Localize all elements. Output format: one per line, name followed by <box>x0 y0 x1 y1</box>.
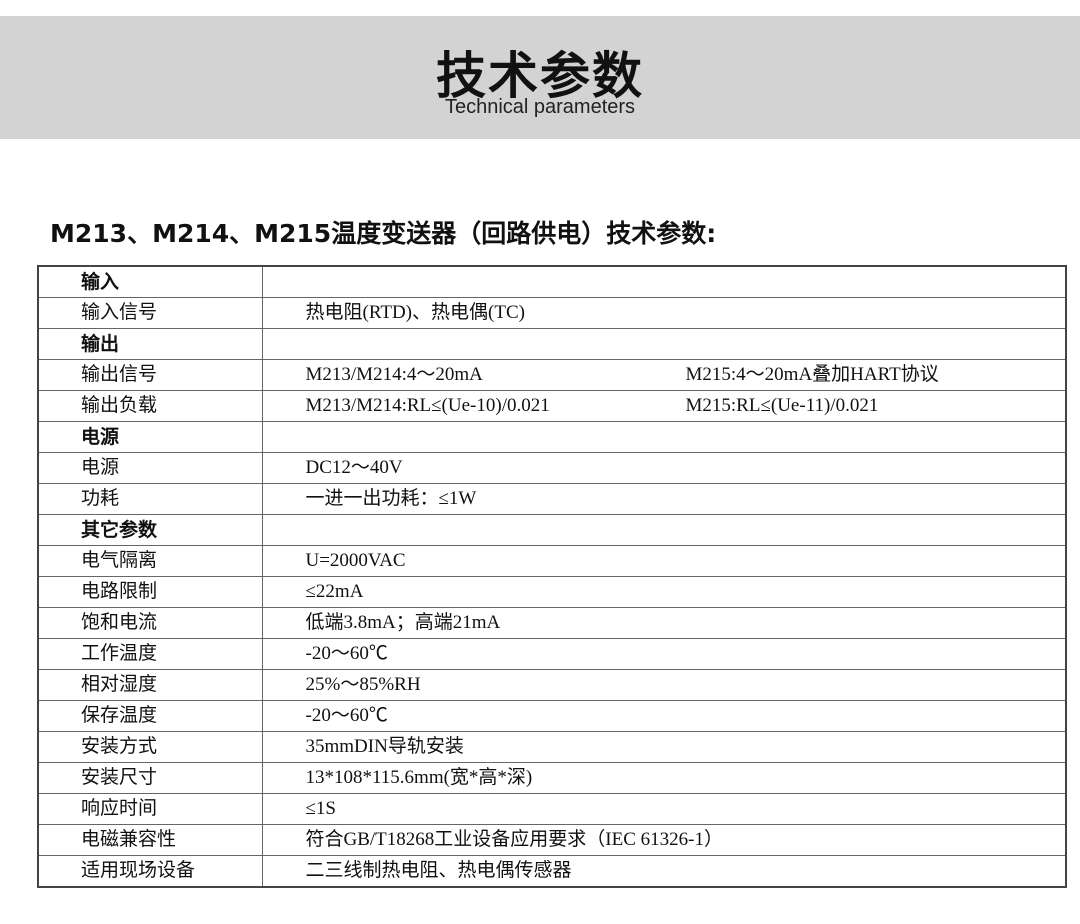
section-row: 输出 <box>37 328 1067 360</box>
param-value: ≤22mA <box>261 576 1067 608</box>
param-name: 输出负载 <box>37 390 263 422</box>
table-row: 电路限制 ≤22mA <box>37 576 1067 608</box>
param-value: U=2000VAC <box>261 545 1067 577</box>
param-name: 输出 <box>37 328 263 360</box>
param-name: 电路限制 <box>37 576 263 608</box>
value-text: DC12～40V <box>305 457 403 478</box>
value-text: U=2000VAC <box>305 550 406 571</box>
table-row: 响应时间 ≤1S <box>37 793 1067 825</box>
value-text: 25%～85%RH <box>305 674 421 695</box>
table-row: 电气隔离 U=2000VAC <box>37 545 1067 577</box>
param-name: 饱和电流 <box>37 607 263 639</box>
param-value: 35mmDIN导轨安装 <box>261 731 1067 763</box>
value-text: M213/M214:4～20mA <box>305 364 483 385</box>
value-text-secondary: M215:RL≤(Ue-11)/0.021 <box>685 395 879 416</box>
table-row: 电源 DC12～40V <box>37 452 1067 484</box>
table-row: 安装尺寸 13*108*115.6mm(宽*高*深) <box>37 762 1067 794</box>
table-row: 保存温度 -20～60℃ <box>37 700 1067 732</box>
param-value: -20～60℃ <box>261 700 1067 732</box>
param-name: 输出信号 <box>37 359 263 391</box>
value-pair: M213/M214:RL≤(Ue-10)/0.021 M215:RL≤(Ue-11… <box>306 391 1066 421</box>
param-name: 输入 <box>37 265 263 298</box>
value-text: 符合GB/T18268工业设备应用要求（IEC 61326-1） <box>305 829 723 850</box>
param-value: ≤1S <box>261 793 1067 825</box>
param-value: 13*108*115.6mm(宽*高*深) <box>261 762 1067 794</box>
value-text: 二三线制热电阻、热电偶传感器 <box>305 860 572 881</box>
table-row: 输出信号 M213/M214:4～20mA M215:4～20mA叠加HART协议 <box>37 359 1067 391</box>
table-row: 安装方式 35mmDIN导轨安装 <box>37 731 1067 763</box>
table-row: 工作温度 -20～60℃ <box>37 638 1067 670</box>
value-text-secondary: M215:4～20mA叠加HART协议 <box>685 364 939 385</box>
section-row: 其它参数 <box>37 514 1067 546</box>
value-text: M213/M214:RL≤(Ue-10)/0.021 <box>305 395 550 416</box>
value-text: 低端3.8mA；高端21mA <box>305 612 501 633</box>
param-value <box>261 328 1067 360</box>
param-name: 电源 <box>37 421 263 453</box>
title-banner: 技术参数 Technical parameters <box>0 16 1080 139</box>
param-name: 电源 <box>37 452 263 484</box>
section-row: 电源 <box>37 421 1067 453</box>
section-heading: M213、M214、M215温度变送器（回路供电）技术参数: <box>50 219 717 248</box>
param-value <box>261 421 1067 453</box>
value-text: ≤22mA <box>305 581 364 602</box>
param-value: 二三线制热电阻、热电偶传感器 <box>261 855 1067 888</box>
value-text: 热电阻(RTD)、热电偶(TC) <box>305 302 525 323</box>
param-name: 保存温度 <box>37 700 263 732</box>
param-name: 相对湿度 <box>37 669 263 701</box>
table-row: 输入信号 热电阻(RTD)、热电偶(TC) <box>37 297 1067 329</box>
param-value: -20～60℃ <box>261 638 1067 670</box>
param-value: 25%～85%RH <box>261 669 1067 701</box>
param-value: 符合GB/T18268工业设备应用要求（IEC 61326-1） <box>261 824 1067 856</box>
param-name: 安装方式 <box>37 731 263 763</box>
param-name: 输入信号 <box>37 297 263 329</box>
table-row: 输出负载 M213/M214:RL≤(Ue-10)/0.021 M215:RL≤(U… <box>37 390 1067 422</box>
value-text: ≤1S <box>305 798 337 819</box>
section-row: 输入 <box>37 265 1067 298</box>
param-name: 其它参数 <box>37 514 263 546</box>
param-name: 适用现场设备 <box>37 855 263 888</box>
value-text: -20～60℃ <box>305 705 388 726</box>
page-subtitle: Technical parameters <box>444 96 636 118</box>
table-row: 相对湿度 25%～85%RH <box>37 669 1067 701</box>
value-text: 一进一出功耗：≤1W <box>305 488 477 509</box>
value-text: 35mmDIN导轨安装 <box>305 736 464 757</box>
table-row: 适用现场设备 二三线制热电阻、热电偶传感器 <box>37 855 1067 888</box>
param-value <box>261 514 1067 546</box>
param-value: M213/M214:4～20mA M215:4～20mA叠加HART协议 <box>261 359 1067 391</box>
param-name: 电磁兼容性 <box>37 824 263 856</box>
table-row: 饱和电流 低端3.8mA；高端21mA <box>37 607 1067 639</box>
value-pair: M213/M214:4～20mA M215:4～20mA叠加HART协议 <box>306 360 1066 390</box>
table-row: 电磁兼容性 符合GB/T18268工业设备应用要求（IEC 61326-1） <box>37 824 1067 856</box>
param-name: 响应时间 <box>37 793 263 825</box>
param-name: 工作温度 <box>37 638 263 670</box>
parameters-table: 输入 输入信号 热电阻(RTD)、热电偶(TC) 输出 输出信号 M213/M214:4～… <box>37 265 1067 888</box>
param-name: 功耗 <box>37 483 263 515</box>
param-value <box>261 265 1067 298</box>
param-name: 安装尺寸 <box>37 762 263 794</box>
param-value: 热电阻(RTD)、热电偶(TC) <box>261 297 1067 329</box>
param-value: 一进一出功耗：≤1W <box>261 483 1067 515</box>
param-name: 电气隔离 <box>37 545 263 577</box>
value-text: -20～60℃ <box>305 643 388 664</box>
param-value: 低端3.8mA；高端21mA <box>261 607 1067 639</box>
page-title: 技术参数 <box>436 47 644 105</box>
table-row: 功耗 一进一出功耗：≤1W <box>37 483 1067 515</box>
value-text: 13*108*115.6mm(宽*高*深) <box>305 767 533 788</box>
param-value: M213/M214:RL≤(Ue-10)/0.021 M215:RL≤(Ue-11… <box>261 390 1067 422</box>
param-value: DC12～40V <box>261 452 1067 484</box>
